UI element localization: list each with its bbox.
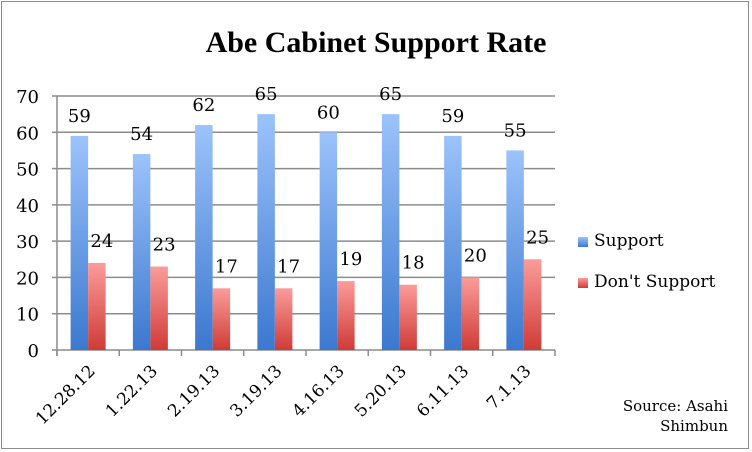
bar-support	[257, 114, 275, 351]
bar-support	[195, 125, 213, 351]
data-label: 23	[153, 235, 176, 256]
data-label: 18	[402, 253, 425, 274]
chart-title: Abe Cabinet Support Rate	[205, 26, 547, 59]
source-line: Shimbun	[660, 417, 728, 435]
bar-dont-support	[88, 262, 106, 350]
data-label: 65	[255, 84, 278, 105]
bar-support	[132, 154, 151, 350]
legend-swatch-support	[578, 236, 588, 247]
bar-dont-support	[212, 288, 231, 350]
bar-support	[381, 114, 400, 351]
x-tick-label: 12.28.12	[32, 361, 100, 429]
data-label: 54	[130, 124, 153, 145]
source-note: Source: Asahi Shimbun	[588, 396, 728, 436]
y-tick-label: 60	[16, 123, 39, 144]
y-tick-label: 10	[16, 305, 39, 326]
y-tick-label: 0	[28, 341, 39, 362]
data-label: 24	[90, 231, 113, 252]
data-label: 62	[192, 95, 215, 116]
y-tick-label: 50	[16, 160, 39, 181]
x-tick-label: 6.11.13	[413, 361, 473, 421]
bar-dont-support	[274, 288, 293, 350]
bar-dont-support	[461, 277, 480, 350]
data-label: 17	[277, 256, 300, 277]
x-tick-label: 1.22.13	[102, 361, 162, 421]
x-tick-label: 5.20.13	[351, 361, 411, 421]
data-label: 17	[215, 256, 238, 277]
x-tick-label: 3.19.13	[226, 361, 286, 421]
legend-item-dont-support: Don't Support	[578, 272, 715, 292]
data-label: 60	[317, 102, 340, 123]
data-label: 25	[526, 227, 549, 248]
x-tick-label: 4.16.13	[289, 361, 349, 421]
bar-support	[506, 150, 524, 350]
y-tick-label: 70	[16, 87, 39, 108]
bar-dont-support	[337, 281, 355, 350]
bar-dont-support	[523, 259, 542, 350]
data-label: 59	[68, 106, 91, 127]
bar-dont-support	[399, 284, 417, 350]
y-tick-label: 40	[16, 196, 39, 217]
bar-support	[444, 135, 462, 350]
x-tick-label: 2.19.13	[164, 361, 224, 421]
legend-label: Don't Support	[594, 272, 716, 292]
data-label: 20	[464, 245, 487, 266]
legend-item-support: Support	[578, 231, 664, 251]
data-label: 65	[379, 84, 402, 105]
bar-dont-support	[150, 266, 168, 350]
y-tick-label: 20	[16, 268, 39, 289]
data-label: 55	[504, 120, 527, 141]
source-line: Source: Asahi	[622, 397, 728, 415]
x-tick-label: 7.1.13	[483, 361, 535, 413]
legend-swatch-dont-support	[578, 277, 588, 288]
legend-label: Support	[594, 231, 664, 251]
data-label: 59	[441, 106, 464, 127]
bar-support	[70, 135, 89, 350]
data-label: 19	[339, 249, 362, 270]
y-tick-label: 30	[16, 232, 39, 253]
bar-support	[319, 132, 338, 350]
